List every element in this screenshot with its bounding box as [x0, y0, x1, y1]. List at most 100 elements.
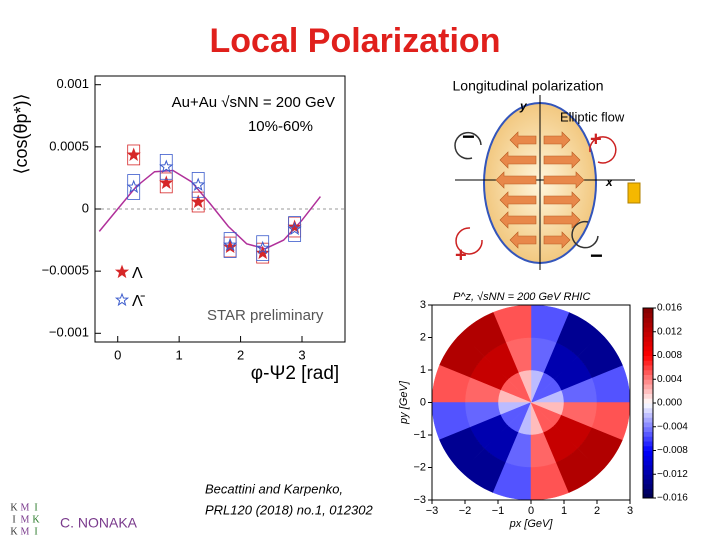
- logo-letter: I: [12, 514, 15, 525]
- data-point: [223, 239, 238, 254]
- sys-error-box: [159, 154, 173, 180]
- slide-title: Local Polarization: [210, 22, 501, 60]
- sys-error-box: [159, 172, 173, 194]
- y-axis-label: ⟨cos(θp*)⟩: [11, 93, 31, 174]
- logo-letter: I: [34, 526, 37, 537]
- rotation: [455, 227, 483, 255]
- x-tick-label: 1: [561, 505, 567, 517]
- logo-letter: I: [34, 502, 37, 513]
- colorbar-tick-label: −0.004: [657, 421, 688, 432]
- colorbar-step: [643, 355, 653, 361]
- fit-line: [98, 169, 321, 250]
- y-tick-label: 0: [420, 396, 426, 408]
- colorbar-step: [643, 308, 653, 314]
- colorbar-step: [643, 417, 653, 423]
- colorbar-step: [643, 469, 653, 475]
- sys-error-box: [191, 172, 205, 198]
- annotation: 10%-60%: [248, 118, 313, 135]
- colorbar-tick-label: −0.012: [657, 469, 688, 480]
- colorbar-step: [643, 450, 653, 456]
- logo-letter: K: [10, 526, 18, 537]
- data-point: [159, 175, 174, 190]
- colorbar-step: [643, 436, 653, 442]
- colorbar-step: [643, 350, 653, 356]
- colorbar-step: [643, 388, 653, 394]
- flow-arrow: [499, 211, 537, 229]
- y-axis-label: py [GeV]: [398, 380, 410, 425]
- y-tick-label: −1: [413, 429, 426, 441]
- heat-cell: [591, 402, 631, 441]
- data-point: [287, 219, 302, 234]
- y-tick-label: −3: [413, 494, 426, 506]
- colorbar-tick-label: 0.000: [657, 398, 682, 409]
- flow-arrow: [543, 131, 571, 149]
- colorbar-step: [643, 441, 653, 447]
- x-axis-label: φ-Ψ2 [rad]: [251, 363, 339, 384]
- x-tick-label: 3: [627, 505, 633, 517]
- legend-label: Λ̄: [132, 293, 146, 310]
- x-tick-label: 3: [298, 347, 305, 362]
- data-point: [191, 177, 206, 191]
- flow-arrow: [509, 231, 537, 249]
- flow-arrow: [543, 171, 585, 189]
- colorbar-step: [643, 346, 653, 352]
- y-tick-label: 1: [420, 364, 426, 376]
- rotation: [571, 220, 599, 249]
- colorbar-step: [643, 431, 653, 437]
- flow-arrow: [499, 151, 537, 169]
- colorbar-step: [643, 360, 653, 366]
- legend-label: Λ: [132, 265, 143, 282]
- y-tick-label: −2: [413, 461, 426, 473]
- colorbar-step: [643, 398, 653, 404]
- data-point: [255, 245, 270, 260]
- data-point: [126, 179, 141, 194]
- colorbar-step: [643, 317, 653, 323]
- data-point: [287, 221, 302, 236]
- data-point: [191, 194, 206, 209]
- colorbar-step: [643, 393, 653, 399]
- colorbar-tick-label: 0.016: [657, 303, 682, 314]
- sys-error-box: [191, 191, 205, 213]
- logo-letter: K: [10, 502, 18, 513]
- colorbar-step: [643, 464, 653, 470]
- data-point: [255, 240, 270, 255]
- colorbar-step: [643, 445, 653, 451]
- colorbar-step: [643, 327, 653, 333]
- flow-label: Elliptic flow: [560, 109, 625, 124]
- y-tick-label: 2: [420, 331, 426, 343]
- x-tick-label: −1: [492, 505, 505, 517]
- rotation: [454, 131, 482, 160]
- sys-error-box: [288, 216, 302, 242]
- colorbar-step: [643, 483, 653, 489]
- sign: +: [590, 128, 602, 150]
- logo: K M II M KK M I: [10, 502, 40, 537]
- colorbar-step: [643, 455, 653, 461]
- data-point: [126, 147, 141, 161]
- legend-marker: [114, 264, 130, 279]
- flow-arrow: [543, 151, 581, 169]
- logo-letter: M: [21, 502, 30, 513]
- y-tick-label: 0.001: [56, 76, 89, 91]
- annotation: Au+Au √sNN = 200 GeV: [172, 94, 335, 111]
- colorbar-tick-label: −0.016: [657, 493, 688, 504]
- sign: −: [590, 243, 603, 268]
- logo-letter: K: [32, 514, 40, 525]
- x-tick-label: 2: [594, 505, 600, 517]
- icon: [627, 182, 641, 204]
- data-point: [223, 237, 238, 252]
- y-tick-label: 3: [420, 299, 426, 311]
- sys-error-box: [127, 144, 141, 166]
- sys-error-box: [256, 235, 270, 261]
- x-tick-label: −2: [459, 505, 472, 517]
- colorbar-tick-label: 0.004: [657, 374, 682, 385]
- y-tick-label: 0.0005: [49, 138, 89, 153]
- colorbar-step: [643, 331, 653, 337]
- colorbar-step: [643, 365, 653, 371]
- axis-label: y: [519, 99, 528, 113]
- flow-arrow: [495, 171, 537, 189]
- colorbar-step: [643, 384, 653, 390]
- x-tick-label: 2: [237, 347, 244, 362]
- colorbar-step: [643, 322, 653, 328]
- colorbar-step: [643, 479, 653, 485]
